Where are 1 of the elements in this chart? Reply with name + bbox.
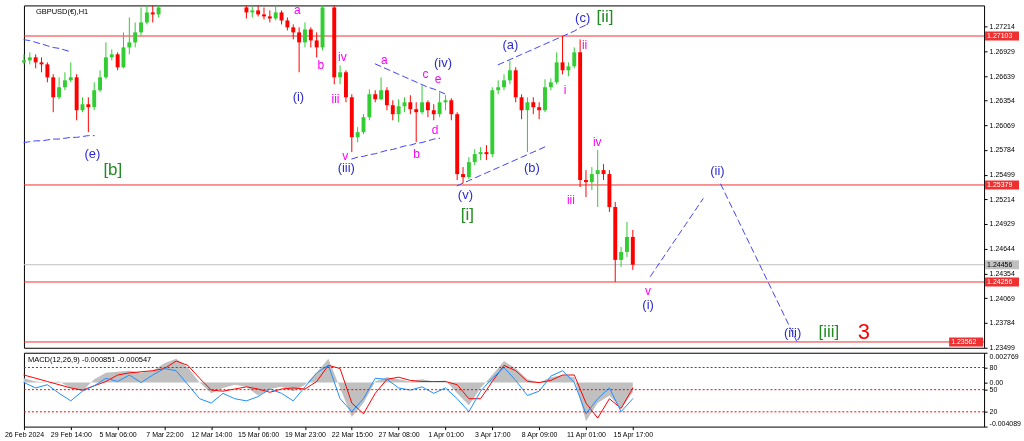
candlestick — [21, 53, 26, 65]
